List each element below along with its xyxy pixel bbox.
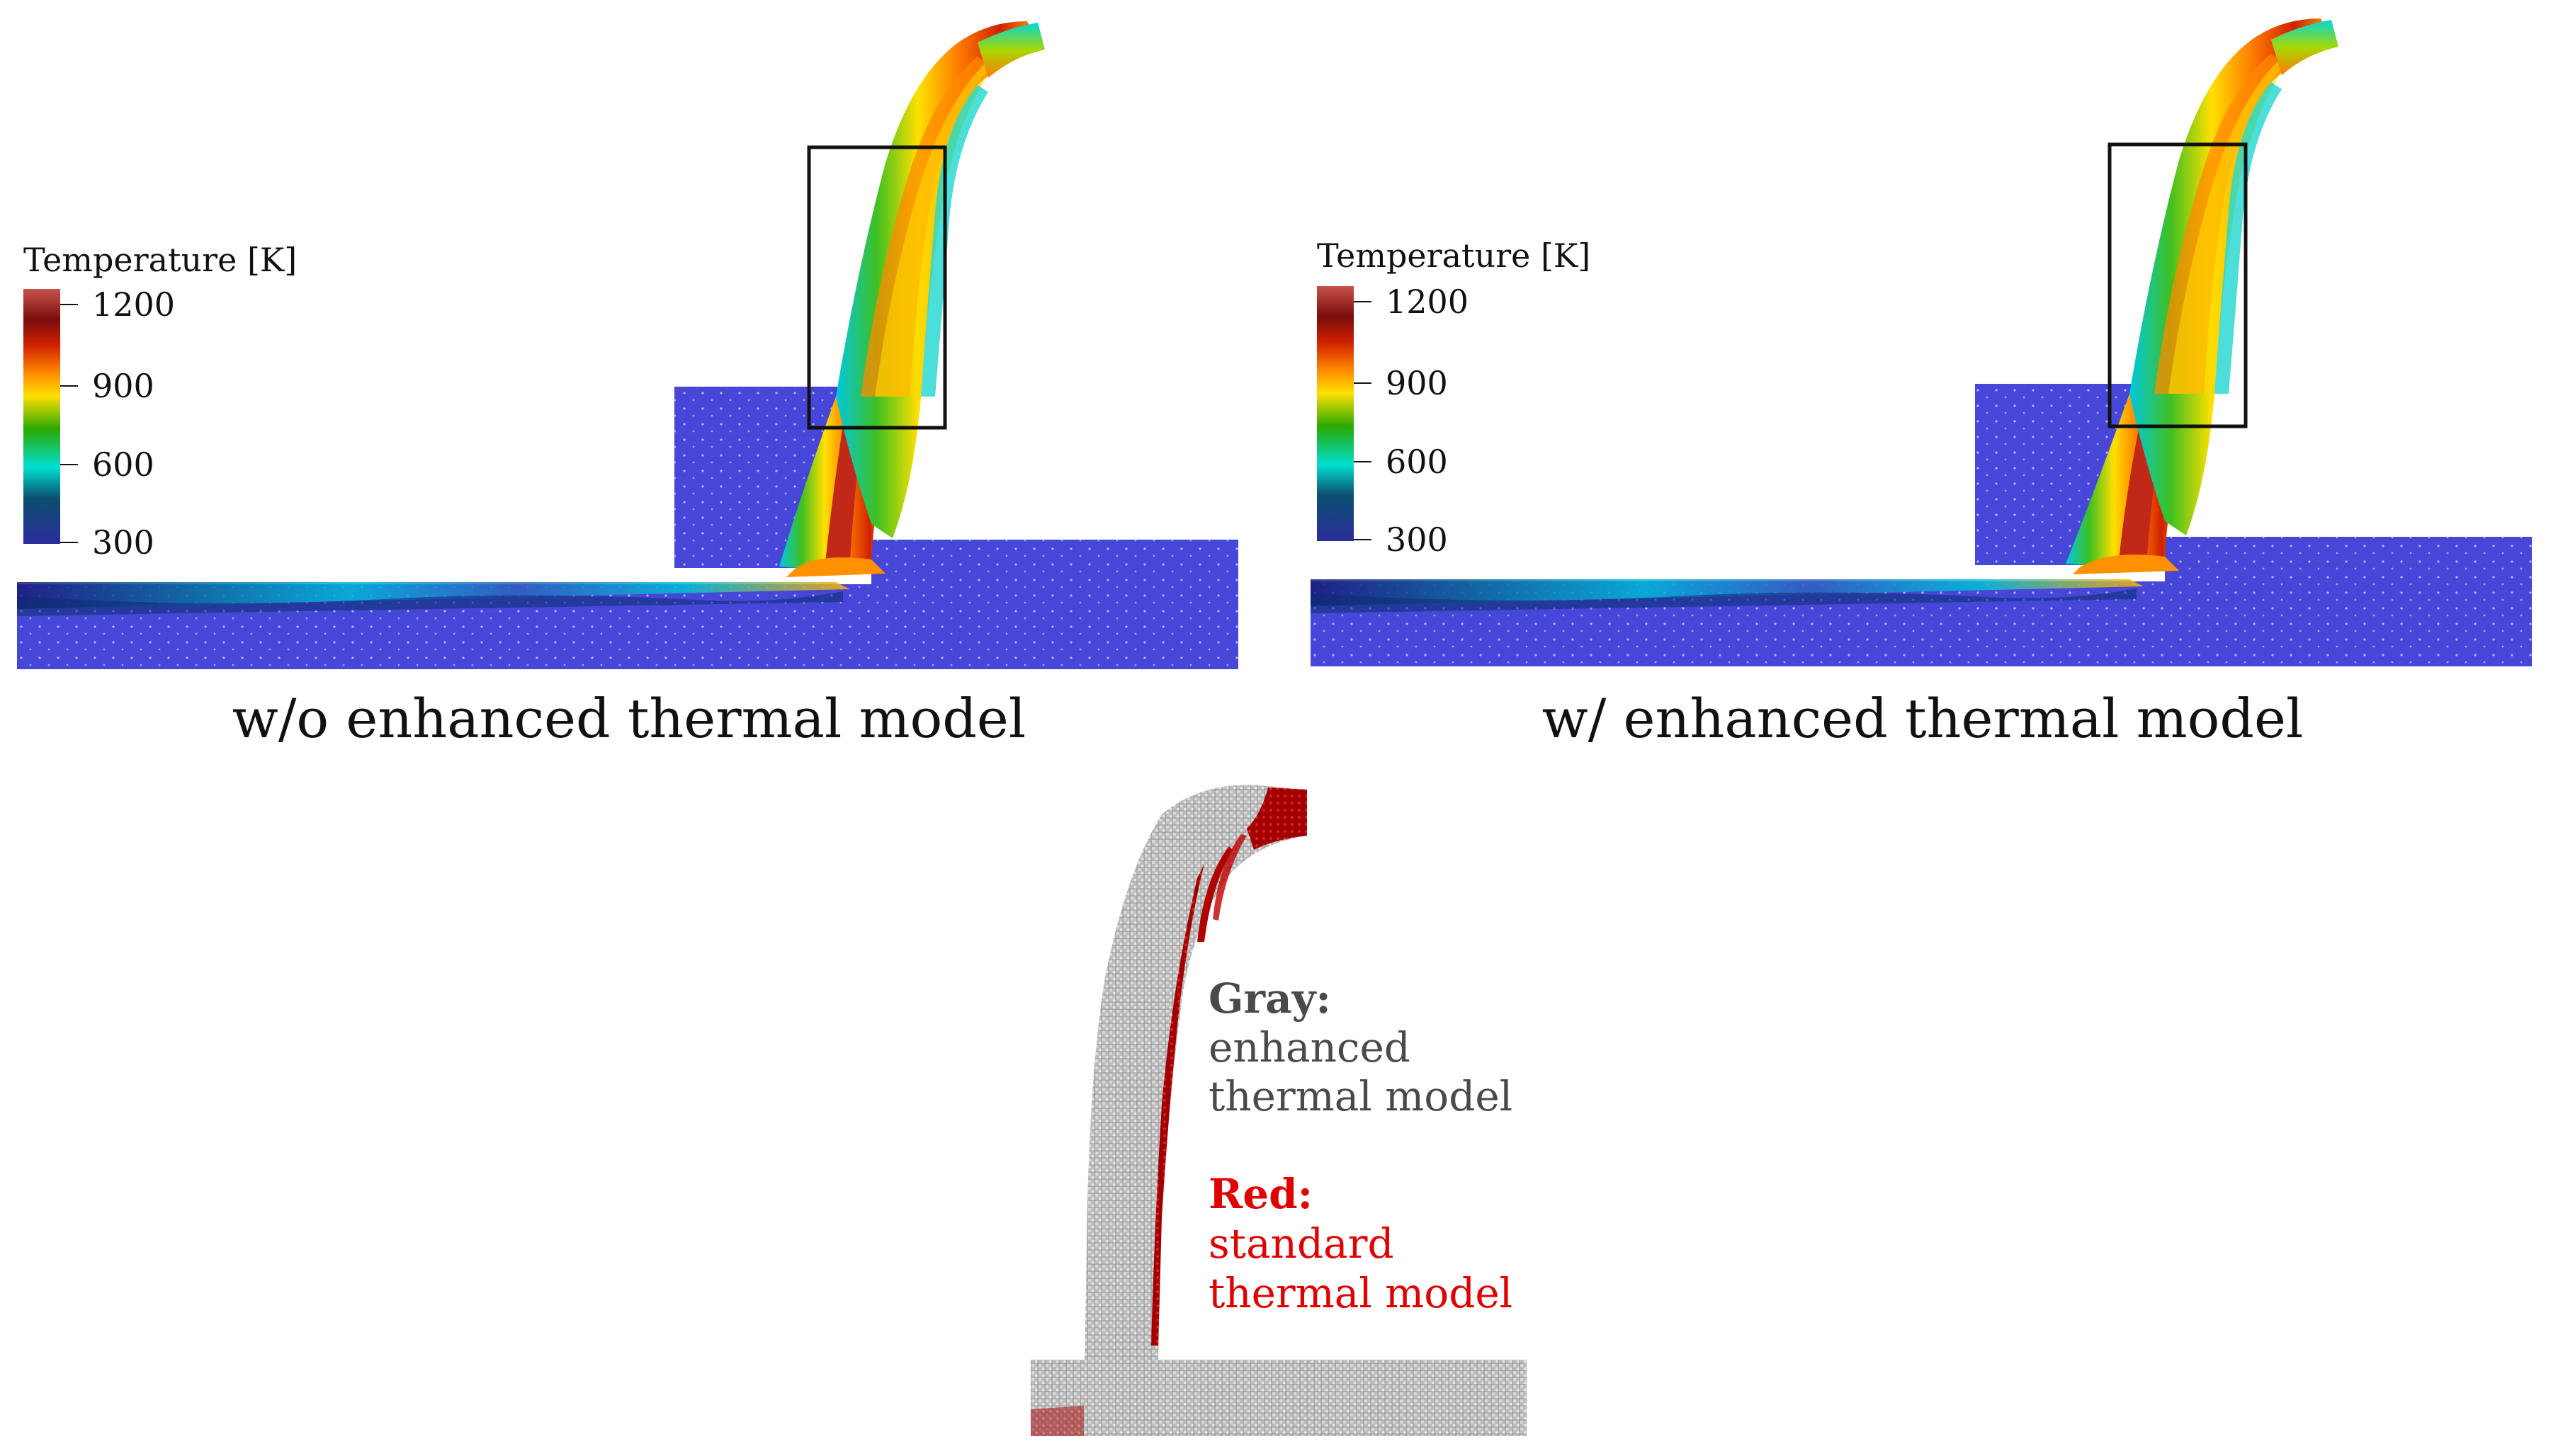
- red-legend-line-1: standard: [1209, 1219, 1394, 1268]
- highlight-box: [807, 145, 947, 430]
- legend-title-left: Temperature [K]: [23, 241, 298, 279]
- caption-right: w/ enhanced thermal model: [1541, 687, 2304, 750]
- gray-legend-label: Gray:: [1209, 974, 1331, 1023]
- highlight-box: [2107, 142, 2248, 428]
- legend-tick-1200-right: 1200: [1386, 283, 1469, 321]
- legend-tick-600-left: 600: [92, 445, 154, 484]
- red-legend-label: Red:: [1209, 1170, 1313, 1218]
- legend-tick-1200-left: 1200: [92, 285, 176, 324]
- red-chip-tip: [1247, 787, 1307, 850]
- legend-tick-600-right: 600: [1386, 443, 1448, 481]
- colorbar: [1317, 286, 1354, 541]
- legend-tick-300-right: 300: [1386, 521, 1448, 559]
- gray-legend-line-2: thermal model: [1209, 1072, 1513, 1120]
- chip: [2129, 18, 2335, 535]
- legend-tick-300-left: 300: [92, 523, 154, 562]
- gray-chip: [1084, 785, 1307, 1409]
- gray-legend-line-1: enhanced: [1209, 1023, 1410, 1071]
- red-legend-line-2: thermal model: [1209, 1269, 1513, 1317]
- caption-left: w/o enhanced thermal model: [232, 687, 1026, 750]
- chip: [836, 21, 1041, 538]
- legend-tick-900-left: 900: [92, 367, 154, 405]
- legend-tick-900-right: 900: [1386, 364, 1448, 402]
- colorbar: [23, 289, 60, 544]
- legend-title-right: Temperature [K]: [1317, 237, 1591, 275]
- red-chip-edge: [1151, 864, 1204, 1346]
